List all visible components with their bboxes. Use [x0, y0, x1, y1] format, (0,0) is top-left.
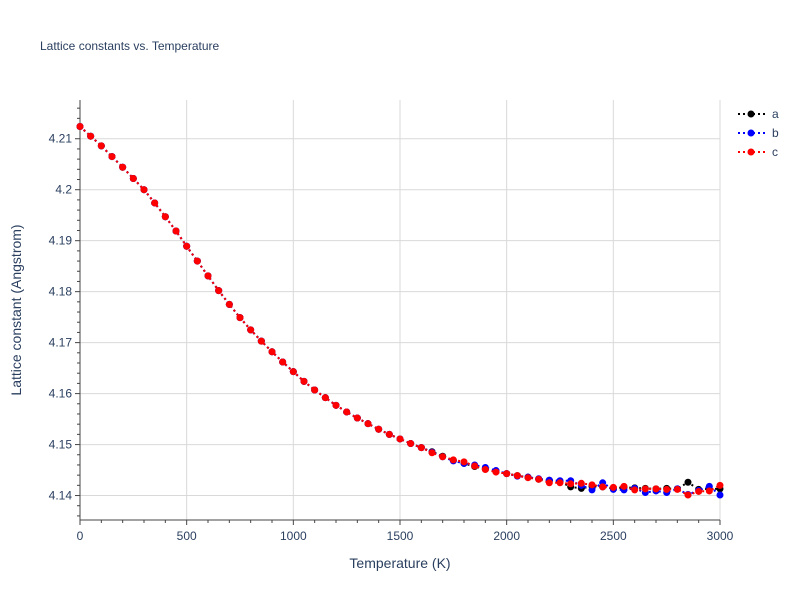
- data-point-c: [652, 485, 660, 493]
- data-point-c: [257, 337, 265, 345]
- legend-label-b: b: [772, 126, 779, 140]
- data-point-c: [620, 482, 628, 490]
- data-point-c: [151, 199, 159, 207]
- data-point-c: [236, 314, 244, 322]
- data-point-b: [588, 486, 596, 494]
- data-point-c: [332, 401, 340, 409]
- data-point-b: [716, 491, 724, 499]
- axes: 0 500 1000 1500 2000 2500 3000 4.14 4.15 4.16 4.17…: [49, 100, 734, 543]
- data-point-c: [183, 242, 191, 250]
- y-tick-label: 4.19: [49, 234, 73, 248]
- data-point-c: [663, 485, 671, 493]
- x-tick-label: 2500: [600, 529, 627, 543]
- gridlines: [80, 100, 721, 520]
- y-tick-label: 4.2: [55, 183, 72, 197]
- y-axis-label: Lattice constant (Angstrom): [8, 224, 24, 395]
- data-point-a: [684, 478, 692, 486]
- y-tick-label: 4.21: [49, 132, 73, 146]
- data-point-c: [311, 386, 319, 394]
- data-point-c: [471, 462, 479, 470]
- data-point-c: [556, 479, 564, 487]
- data-point-c: [193, 257, 201, 265]
- data-point-c: [567, 480, 575, 488]
- data-point-c: [439, 453, 447, 461]
- data-point-c: [641, 485, 649, 493]
- data-point-c: [268, 348, 276, 356]
- data-point-c: [460, 458, 468, 466]
- data-point-c: [492, 468, 500, 476]
- legend-marker-c: [747, 148, 755, 156]
- data-point-c: [545, 479, 553, 487]
- series-c: [76, 123, 724, 499]
- data-point-c: [119, 163, 127, 171]
- x-axis-label: Temperature (K): [349, 555, 450, 571]
- x-tick-label: 3000: [707, 529, 734, 543]
- legend-marker-a: [747, 110, 755, 118]
- data-point-c: [87, 132, 95, 140]
- data-point-c: [129, 174, 137, 182]
- x-tick-label: 2000: [493, 529, 520, 543]
- data-point-c: [108, 153, 116, 161]
- data-point-c: [225, 300, 233, 308]
- data-point-c: [481, 466, 489, 474]
- data-point-c: [140, 186, 148, 194]
- legend[interactable]: abc: [738, 107, 779, 159]
- x-tick-label: 0: [77, 529, 84, 543]
- data-point-c: [503, 470, 511, 478]
- data-point-c: [204, 272, 212, 280]
- data-point-c: [673, 485, 681, 493]
- chart-title: Lattice constants vs. Temperature: [40, 39, 220, 53]
- y-tick-label: 4.15: [49, 438, 73, 452]
- x-tick-label: 1000: [280, 529, 307, 543]
- legend-marker-b: [747, 129, 755, 137]
- data-point-c: [535, 475, 543, 483]
- data-point-c: [321, 394, 329, 402]
- series-layer: [76, 123, 724, 499]
- legend-label-c: c: [772, 145, 778, 159]
- data-point-c: [375, 425, 383, 433]
- data-point-c: [353, 414, 361, 422]
- data-point-c: [599, 483, 607, 491]
- data-point-c: [705, 487, 713, 495]
- y-tick-label: 4.16: [49, 387, 73, 401]
- data-point-c: [407, 440, 415, 448]
- data-point-c: [631, 486, 639, 494]
- data-point-c: [385, 430, 393, 438]
- data-point-c: [76, 123, 84, 131]
- legend-item-c[interactable]: c: [738, 145, 778, 159]
- legend-label-a: a: [772, 107, 779, 121]
- data-point-c: [300, 377, 308, 385]
- data-point-c: [577, 479, 585, 487]
- data-point-c: [716, 481, 724, 489]
- y-tick-label: 4.18: [49, 285, 73, 299]
- legend-item-b[interactable]: b: [738, 126, 779, 140]
- data-point-c: [428, 449, 436, 457]
- data-point-c: [417, 444, 425, 452]
- y-tick-label: 4.14: [49, 489, 73, 503]
- data-point-c: [161, 213, 169, 221]
- data-point-c: [684, 491, 692, 499]
- x-tick-label: 500: [177, 529, 197, 543]
- x-tick-label: 1500: [387, 529, 414, 543]
- data-point-c: [97, 142, 105, 150]
- data-point-c: [289, 368, 297, 376]
- data-point-c: [513, 472, 521, 480]
- data-point-c: [609, 483, 617, 491]
- data-point-c: [449, 456, 457, 464]
- data-point-c: [247, 326, 255, 334]
- data-point-c: [279, 358, 287, 366]
- data-point-c: [215, 287, 223, 295]
- y-tick-label: 4.17: [49, 336, 73, 350]
- data-point-c: [524, 474, 532, 482]
- data-point-c: [588, 481, 596, 489]
- data-point-c: [364, 420, 372, 428]
- data-point-c: [396, 435, 404, 443]
- legend-item-a[interactable]: a: [738, 107, 779, 121]
- data-point-c: [343, 408, 351, 416]
- data-point-c: [695, 487, 703, 495]
- data-point-c: [172, 227, 180, 235]
